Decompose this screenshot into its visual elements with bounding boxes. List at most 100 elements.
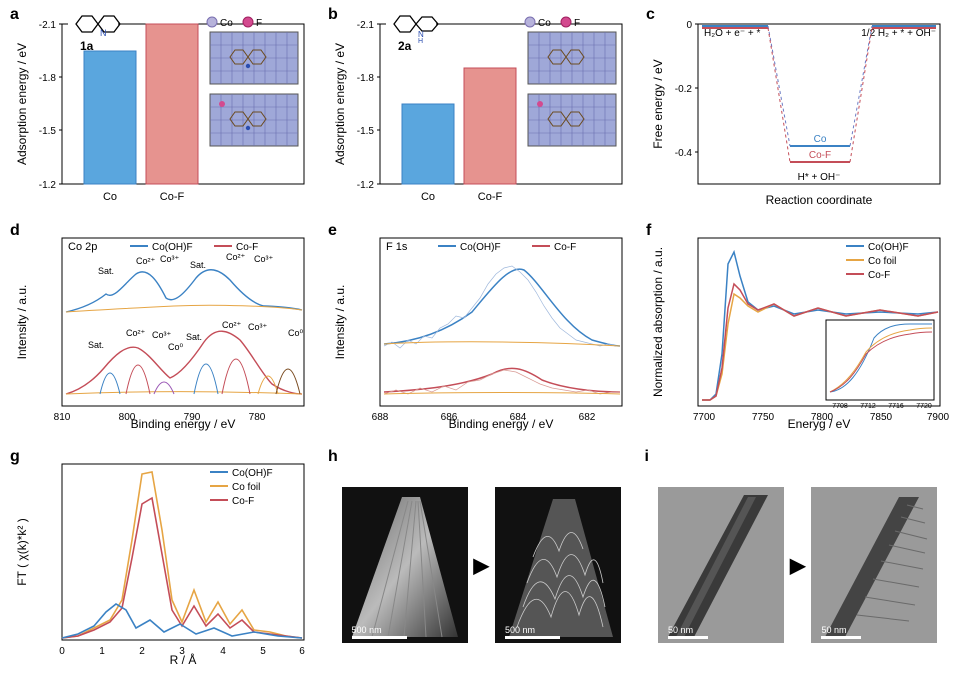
arrow-icon: ▶ <box>474 553 489 578</box>
svg-text:N: N <box>100 28 107 38</box>
panel-tag-f: f <box>646 222 651 240</box>
connectors <box>768 26 872 146</box>
svg-text:-1.8: -1.8 <box>39 73 57 84</box>
raw-cof <box>384 370 620 394</box>
svg-text:Sat.: Sat. <box>98 266 114 276</box>
ylabel: Adsorption energy / eV <box>15 43 29 165</box>
svg-text:Co³⁺: Co³⁺ <box>160 254 180 264</box>
svg-text:-1.8: -1.8 <box>357 73 375 84</box>
legend: Co(OH)F Co foil Co-F <box>210 468 273 507</box>
svg-text:7716: 7716 <box>888 403 904 410</box>
scale-bar <box>505 636 560 639</box>
panel-h: h 500 nm ▶ <box>332 450 631 670</box>
figure-page: a -2.1 -1.8 -1.5 -1.2 Adsorption energy … <box>0 0 961 700</box>
xticks: 7700 7750 7800 7850 7900 <box>693 412 950 423</box>
svg-text:Co⁰: Co⁰ <box>288 328 304 338</box>
xticks: 0 1 2 3 4 5 6 <box>59 646 305 657</box>
panel-tag-e: e <box>328 222 337 240</box>
legend: Co(OH)F Co-F <box>438 242 576 253</box>
ylabel: Normalized absorption / a.u. <box>651 247 665 397</box>
panel-e-svg: Intensity / a.u. Binding energy / eV 688… <box>332 224 632 434</box>
row-3: g FT ( χ(k)*k² ) R / Å 0 1 2 3 4 5 6 Co(… <box>14 450 947 670</box>
svg-text:-0.4: -0.4 <box>675 148 693 159</box>
sem-before-svg <box>342 487 468 643</box>
ft-cofoil <box>62 472 302 638</box>
core-level-label: Co 2p <box>68 241 97 253</box>
sem-after: 500 nm <box>495 487 621 643</box>
baseline-bot <box>384 393 620 395</box>
svg-text:6: 6 <box>299 646 305 657</box>
svg-text:0: 0 <box>686 20 692 31</box>
axes-box <box>62 464 304 640</box>
xtick-cof: Co-F <box>478 191 503 203</box>
svg-text:Sat.: Sat. <box>88 340 104 350</box>
yticks: -2.1 -1.8 -1.5 -1.2 <box>39 20 62 191</box>
ylabel: Adsorption energy / eV <box>333 43 347 165</box>
xtick-cof: Co-F <box>160 191 185 203</box>
svg-text:800: 800 <box>119 412 136 423</box>
svg-text:7700: 7700 <box>693 412 716 423</box>
svg-text:2: 2 <box>139 646 145 657</box>
molecule-1a: N 1a <box>68 12 120 53</box>
legend: Co F <box>207 17 262 29</box>
panel-f-svg: Normalized absorption / a.u. Eneryg / eV… <box>650 224 950 434</box>
svg-text:780: 780 <box>249 412 266 423</box>
panel-c-svg: 0 -0.2 -0.4 Free energy / eV Reaction co… <box>650 8 950 208</box>
species-left: H₂O + e⁻ + * <box>704 28 761 39</box>
svg-text:2a: 2a <box>398 39 412 53</box>
scale-label: 500 nm <box>505 625 535 635</box>
svg-text:Co²⁺: Co²⁺ <box>226 252 246 262</box>
fits-bottom <box>100 359 300 394</box>
svg-text:Co³⁺: Co³⁺ <box>254 254 274 264</box>
svg-text:Co²⁺: Co²⁺ <box>136 256 156 266</box>
panel-tag-a: a <box>10 6 19 24</box>
core-level-label: F 1s <box>386 241 408 253</box>
svg-text:3: 3 <box>179 646 185 657</box>
panel-g-svg: FT ( χ(k)*k² ) R / Å 0 1 2 3 4 5 6 Co(OH… <box>14 450 314 670</box>
scale-label: 50 nm <box>668 625 693 635</box>
panel-e: e Intensity / a.u. Binding energy / eV 6… <box>332 224 632 434</box>
peak-labels-bottom: Sat.Co²⁺Co³⁺Co⁰ Sat.Co²⁺Co³⁺Co⁰ <box>88 320 304 352</box>
panel-f: f Normalized absorption / a.u. Eneryg / … <box>650 224 950 434</box>
panel-tag-c: c <box>646 6 655 24</box>
svg-text:Co⁰: Co⁰ <box>168 342 184 352</box>
label-cof: Co-F <box>809 150 831 161</box>
tem-after: 50 nm <box>811 487 937 643</box>
trace-coohf <box>384 269 620 346</box>
svg-text:-1.5: -1.5 <box>39 126 57 137</box>
panel-tag-i: i <box>645 448 649 466</box>
bar-cof <box>146 24 198 184</box>
svg-text:-1.2: -1.2 <box>357 180 375 191</box>
scale-bar <box>668 636 708 639</box>
svg-text:686: 686 <box>441 412 458 423</box>
svg-text:7900: 7900 <box>927 412 950 423</box>
surface-inset-bottom <box>528 94 616 146</box>
sem-after-svg <box>495 487 621 643</box>
svg-text:1a: 1a <box>80 39 94 53</box>
ylabel: Intensity / a.u. <box>333 285 347 360</box>
panel-tag-d: d <box>10 222 20 240</box>
panel-d: d Intensity / a.u. Binding energy / eV 8… <box>14 224 314 434</box>
svg-text:Co²⁺: Co²⁺ <box>222 320 242 330</box>
ft-cof <box>62 498 302 638</box>
svg-text:Co³⁺: Co³⁺ <box>152 330 172 340</box>
svg-text:-1.2: -1.2 <box>39 180 57 191</box>
svg-text:Co(OH)F: Co(OH)F <box>460 242 501 253</box>
ylabel: Free energy / eV <box>651 59 665 148</box>
svg-text:7850: 7850 <box>870 412 893 423</box>
svg-text:4: 4 <box>220 646 226 657</box>
svg-text:7800: 7800 <box>811 412 834 423</box>
panel-a: a -2.1 -1.8 -1.5 -1.2 Adsorption energy … <box>14 8 314 208</box>
panel-b-svg: -2.1 -1.8 -1.5 -1.2 Adsorption energy / … <box>332 8 632 208</box>
svg-text:Sat.: Sat. <box>190 260 206 270</box>
axes-box <box>380 238 622 406</box>
scale-bar <box>821 636 861 639</box>
svg-text:5: 5 <box>260 646 266 657</box>
peak-labels-top: Sat. Co²⁺ Co³⁺ Sat. Co²⁺ Co³⁺ <box>98 252 274 276</box>
xlabel: Reaction coordinate <box>766 193 873 207</box>
panel-a-svg: -2.1 -1.8 -1.5 -1.2 Adsorption energy / … <box>14 8 314 208</box>
row-2: d Intensity / a.u. Binding energy / eV 8… <box>14 224 947 434</box>
baseline-bot <box>66 392 302 394</box>
svg-text:Co foil: Co foil <box>232 482 260 493</box>
svg-text:Co-F: Co-F <box>868 270 890 281</box>
